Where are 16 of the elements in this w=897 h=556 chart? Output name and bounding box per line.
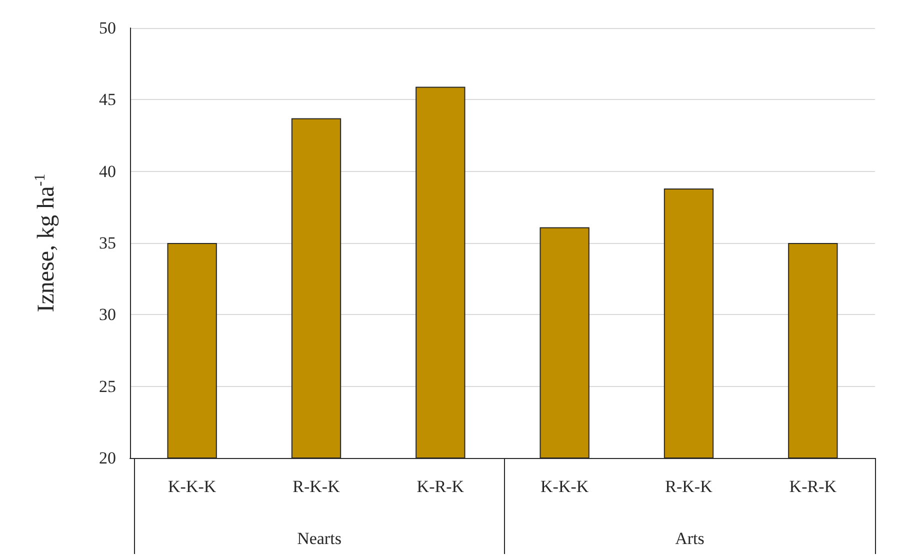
y-tick-label: 50 (99, 18, 116, 38)
x-tick-label: K-R-K (789, 477, 838, 496)
y-tick-label: 20 (99, 448, 116, 468)
x-tick-label: R-K-K (292, 477, 341, 496)
y-tick-label: 40 (99, 162, 116, 181)
y-tick-label: 30 (99, 305, 116, 324)
y-tick-label: 35 (99, 234, 116, 252)
x-tick-label: K-K-K (168, 477, 217, 496)
x-tick-label: R-K-K (665, 477, 714, 496)
y-tick-label: 25 (99, 376, 116, 396)
x-tick-label: K-R-K (416, 477, 465, 496)
x-tick-label: K-K-K (540, 477, 590, 496)
text: Arts (675, 529, 704, 548)
y-axis-title: Iznese, kg ha-1 (32, 174, 60, 312)
y-tick-label: 45 (99, 90, 116, 110)
text: Nearts (297, 529, 342, 548)
